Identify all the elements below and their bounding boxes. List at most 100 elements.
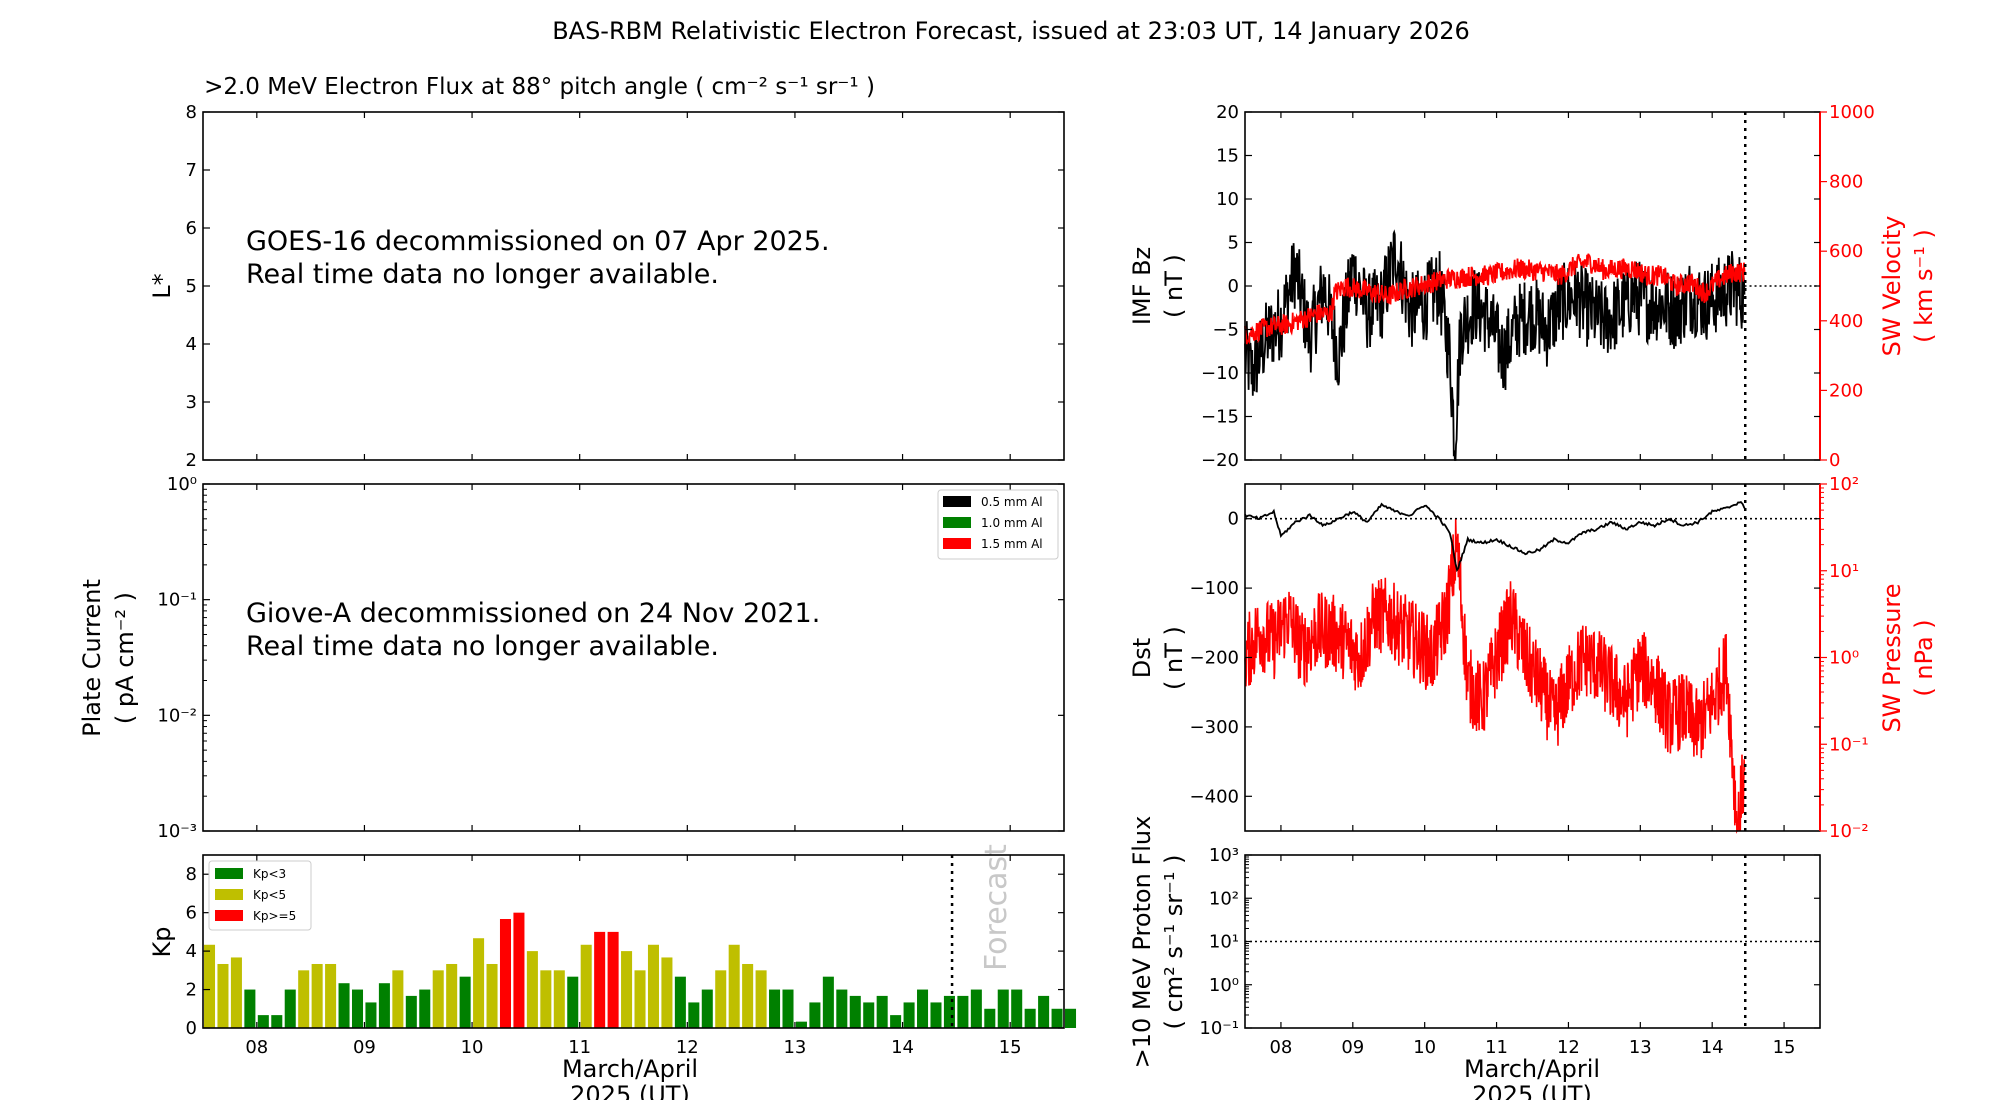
kp-bar: [499, 919, 512, 1028]
kp-bar: [513, 912, 525, 1028]
x-tick-label: 14: [891, 1037, 914, 1058]
kp-bar: [553, 970, 565, 1028]
kp-bar: [822, 976, 834, 1028]
x-tick-label: 09: [353, 1037, 376, 1058]
y-tick-label: 10: [1216, 189, 1239, 210]
kp-bar: [782, 989, 794, 1028]
sw-pressure-label: SW Pressure: [1878, 583, 1906, 732]
plate-frame: [202, 483, 1065, 832]
kp-bar: [984, 1008, 996, 1028]
y-tick-label: 15: [1216, 146, 1239, 167]
kp-bar: [217, 963, 229, 1028]
y-tick-label: −400: [1190, 786, 1239, 807]
y-tick-label: 2: [186, 450, 197, 471]
kp-bar: [647, 944, 659, 1028]
forecast-label: Forecast: [979, 844, 1014, 971]
y-tick-label: 0: [1829, 450, 1840, 471]
x-tick-label: 08: [245, 1037, 268, 1058]
proton-xlabel-line1: March/April: [1464, 1055, 1600, 1083]
sw-velocity-label: SW Velocity: [1878, 216, 1906, 357]
y-tick-label: 800: [1829, 172, 1863, 193]
bz-ylabel: IMF Bz: [1128, 247, 1156, 325]
kp-bar: [567, 976, 579, 1028]
kp-bar: [298, 970, 310, 1028]
kp-bar: [351, 989, 364, 1028]
y-tick-label: 200: [1829, 380, 1863, 401]
kp-bar: [257, 1015, 269, 1028]
kp-bar: [607, 931, 619, 1028]
plate-ylabel: Plate Current: [78, 579, 106, 737]
sw-pressure-series: [1244, 519, 1746, 834]
y-tick-label: 10⁻¹: [157, 590, 197, 611]
kp-bar: [742, 963, 754, 1028]
y-tick-label: 0: [1228, 509, 1239, 530]
legend-swatch: [943, 517, 971, 528]
flux-ylabel: L*: [148, 273, 176, 298]
kp-xlabel-line2: 2025 (UT): [570, 1081, 690, 1100]
plate-message-line2: Real time data no longer available.: [246, 631, 719, 662]
kp-bar: [526, 951, 538, 1028]
y-tick-label: −5: [1212, 320, 1239, 341]
plate-message-line1: Giove-A decommissioned on 24 Nov 2021.: [246, 598, 820, 629]
proton-ylabel: >10 MeV Proton Flux: [1128, 816, 1156, 1069]
kp-bar: [970, 989, 982, 1028]
kp-bar: [378, 983, 390, 1028]
y-tick-label: 2: [186, 980, 197, 1001]
kp-bars: [204, 912, 1077, 1028]
kp-bar: [688, 1002, 700, 1028]
legend-label: 0.5 mm Al: [981, 495, 1043, 509]
flux-panel-title: >2.0 MeV Electron Flux at 88° pitch angl…: [204, 74, 875, 100]
kp-ylabel: Kp: [148, 927, 176, 958]
kp-bar: [1065, 1008, 1077, 1028]
kp-bar: [432, 970, 444, 1028]
kp-bar: [809, 1002, 821, 1028]
kp-legend: Kp<3 Kp<5 Kp>=5: [208, 860, 312, 931]
y-tick-label: 10⁻³: [157, 821, 197, 842]
kp-bar: [284, 989, 296, 1028]
kp-bar: [419, 989, 431, 1028]
kp-bar: [405, 995, 417, 1028]
y-tick-label: 10¹: [1209, 932, 1239, 953]
sw-velocity-series: [1244, 253, 1746, 345]
legend-label: Kp<3: [253, 867, 286, 881]
kp-bar: [849, 995, 861, 1028]
y-tick-label: 4: [186, 334, 197, 355]
y-tick-label: 10⁰: [1829, 648, 1859, 669]
proton-xlabel-line2: 2025 (UT): [1472, 1081, 1592, 1100]
y-tick-label: −100: [1190, 578, 1239, 599]
y-tick-label: 10⁰: [1209, 975, 1239, 996]
y-tick-label: 7: [186, 160, 197, 181]
kp-bar: [580, 944, 592, 1028]
y-tick-label: 10¹: [1829, 561, 1859, 582]
kp-bar: [715, 970, 727, 1028]
kp-bar: [903, 1002, 915, 1028]
y-tick-label: 1000: [1829, 102, 1875, 123]
kp-bar: [271, 1015, 283, 1028]
kp-bar: [1011, 989, 1023, 1028]
kp-bar: [930, 1002, 942, 1028]
kp-bar: [473, 938, 485, 1028]
y-tick-label: 600: [1829, 241, 1863, 262]
kp-bar: [863, 1002, 875, 1028]
kp-bar: [769, 989, 781, 1028]
y-tick-label: 10⁻¹: [1829, 734, 1869, 755]
kp-bar: [674, 976, 686, 1028]
proton-ylabel-units: ( cm² s⁻¹ sr⁻¹ ): [1160, 855, 1188, 1030]
kp-bar: [365, 1002, 377, 1028]
kp-bar: [634, 970, 646, 1028]
y-tick-label: 10²: [1209, 888, 1239, 909]
kp-bar: [540, 970, 552, 1028]
y-tick-label: 4: [186, 941, 197, 962]
x-tick-label: 12: [1557, 1037, 1580, 1058]
y-tick-label: −10: [1201, 363, 1239, 384]
legend-label: 1.5 mm Al: [981, 537, 1043, 551]
x-tick-label: 08: [1269, 1037, 1292, 1058]
y-tick-label: 10⁰: [167, 474, 197, 495]
plate-ylabel-units: ( pA cm⁻² ): [111, 592, 139, 724]
x-tick-label: 09: [1341, 1037, 1364, 1058]
kp-bar: [795, 1021, 807, 1028]
x-tick-label: 13: [1629, 1037, 1652, 1058]
legend-label: Kp>=5: [253, 909, 296, 923]
bz-series: [1244, 229, 1746, 461]
x-tick-label: 15: [999, 1037, 1022, 1058]
